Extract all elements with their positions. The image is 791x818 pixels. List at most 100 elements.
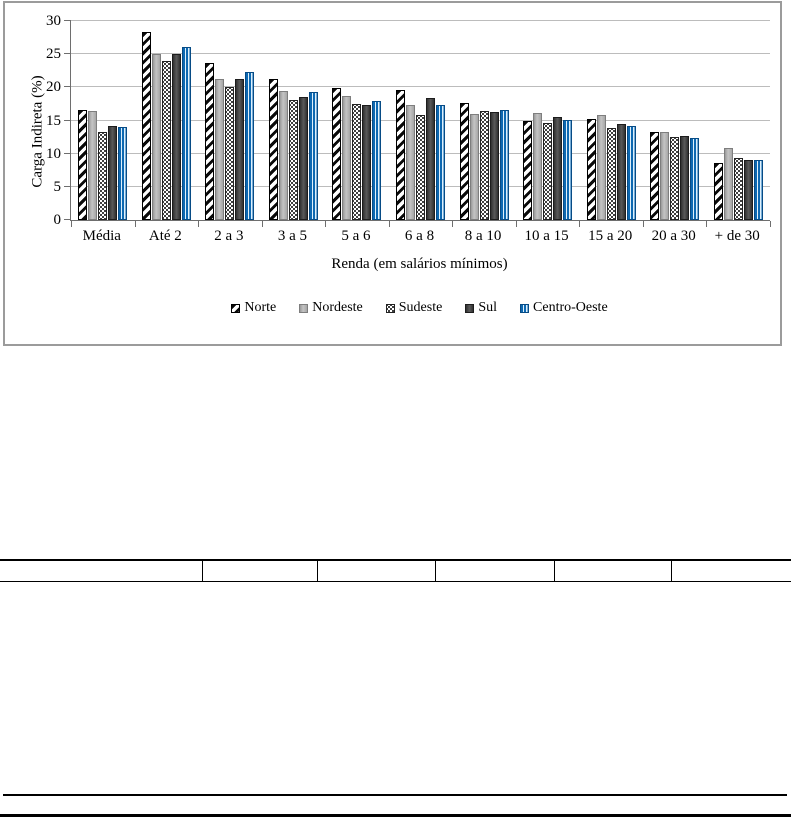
gridline bbox=[71, 20, 770, 21]
chart-frame: Carga Indireta (%) 0 5 10 15 20 25 30 Média Até… bbox=[3, 1, 782, 346]
bar-nordeste bbox=[469, 113, 479, 220]
bar-nordeste bbox=[342, 95, 352, 220]
y-tick-mark bbox=[64, 86, 71, 88]
x-tick-mark bbox=[325, 221, 327, 227]
bar-centro-oeste bbox=[563, 119, 573, 220]
y-tick-label: 5 bbox=[53, 178, 62, 195]
gridline bbox=[71, 86, 770, 88]
bar-sudeste bbox=[670, 137, 680, 220]
x-category-label: 15 a 20 bbox=[588, 228, 633, 244]
x-category-label: 10 a 15 bbox=[524, 228, 569, 244]
bar-sul bbox=[108, 126, 118, 220]
bar-group bbox=[452, 21, 516, 220]
x-category-label: 20 a 30 bbox=[651, 228, 696, 244]
y-axis-tick-labels: 0 5 10 15 20 25 30 bbox=[5, 13, 62, 228]
bar-sul bbox=[680, 136, 690, 220]
legend-label: Centro-Oeste bbox=[533, 300, 608, 315]
horizontal-rule-lower bbox=[0, 814, 791, 817]
x-tick-mark bbox=[579, 221, 581, 227]
legend-marker-norte bbox=[231, 303, 241, 313]
x-tick-mark bbox=[198, 221, 200, 227]
bar-nordeste bbox=[406, 105, 415, 220]
legend-item-nordeste: Nordeste bbox=[299, 300, 363, 316]
x-tick-mark bbox=[515, 221, 517, 227]
x-category-label: 6 a 8 bbox=[404, 228, 435, 244]
legend-marker-sul bbox=[465, 303, 475, 313]
empty-table-header-row bbox=[0, 559, 791, 582]
x-tick-mark bbox=[706, 221, 708, 227]
legend-marker-nordeste bbox=[299, 303, 309, 313]
bar-sul bbox=[616, 123, 626, 220]
legend-item-norte: Norte bbox=[231, 300, 276, 316]
bar-nordeste bbox=[723, 148, 733, 220]
x-tick-mark bbox=[261, 221, 263, 227]
y-tick-label: 20 bbox=[46, 79, 61, 96]
table-cell bbox=[435, 561, 554, 581]
x-category-label: Até 2 bbox=[148, 228, 182, 244]
x-tick-mark bbox=[642, 221, 644, 227]
bar-sudeste bbox=[161, 61, 171, 220]
bar-sudeste bbox=[479, 110, 489, 220]
bar-norte bbox=[650, 132, 660, 220]
bar-nordeste bbox=[278, 91, 288, 220]
y-tick-mark bbox=[64, 219, 71, 220]
table-cell bbox=[202, 561, 317, 581]
legend-item-sul: Sul bbox=[465, 300, 497, 316]
bar-sul bbox=[743, 160, 753, 220]
bar-norte bbox=[205, 63, 215, 220]
legend-label: Norte bbox=[244, 300, 277, 315]
legend-item-sudeste: Sudeste bbox=[385, 300, 443, 316]
bar-centro-oeste bbox=[753, 160, 763, 220]
bar-nordeste bbox=[660, 131, 670, 220]
bar-norte bbox=[396, 90, 405, 220]
bar-sudeste bbox=[288, 99, 298, 220]
bar-group bbox=[579, 21, 643, 220]
y-tick-mark bbox=[64, 119, 71, 121]
bar-group bbox=[706, 21, 770, 220]
y-tick-label: 15 bbox=[46, 112, 61, 129]
x-axis-category-labels: Média Até 2 2 a 3 3 a 5 5 a 6 6 a 8 8 a 10 10 a… bbox=[70, 228, 769, 245]
bar-centro-oeste bbox=[690, 138, 700, 220]
plot-area bbox=[64, 20, 771, 227]
x-category-label: 5 a 6 bbox=[341, 228, 371, 244]
table-cell bbox=[554, 561, 671, 581]
legend-item-centro-oeste: Centro-Oeste bbox=[520, 300, 608, 316]
bar-centro-oeste bbox=[118, 127, 128, 220]
y-tick-mark bbox=[64, 53, 71, 55]
bar-sudeste bbox=[606, 128, 616, 220]
x-tick-mark bbox=[71, 221, 72, 227]
bar-nordeste bbox=[88, 111, 98, 220]
bar-centro-oeste bbox=[436, 104, 445, 220]
y-tick-mark bbox=[64, 20, 71, 21]
bar-group bbox=[71, 21, 135, 220]
bar-sul bbox=[553, 116, 563, 220]
bar-group bbox=[135, 21, 199, 220]
bar-sudeste bbox=[543, 123, 553, 220]
gridline bbox=[71, 53, 770, 55]
bar-sul bbox=[362, 105, 372, 220]
horizontal-rule-upper bbox=[3, 794, 787, 796]
bar-norte bbox=[586, 118, 596, 220]
bar-nordeste bbox=[215, 79, 225, 220]
legend-label: Sudeste bbox=[398, 300, 443, 315]
legend-label: Sul bbox=[478, 300, 498, 315]
bar-norte bbox=[268, 79, 278, 220]
x-category-label: 2 a 3 bbox=[214, 228, 244, 244]
x-category-label: Média bbox=[82, 228, 121, 244]
bar-sul bbox=[426, 97, 435, 220]
bar-sul bbox=[171, 54, 181, 220]
y-tick-label: 30 bbox=[46, 13, 61, 29]
y-tick-label: 0 bbox=[53, 212, 62, 228]
bar-norte bbox=[141, 31, 151, 220]
bar-group bbox=[389, 21, 453, 220]
bar-sul bbox=[489, 111, 499, 220]
bar-group bbox=[198, 21, 262, 220]
x-tick-mark bbox=[134, 221, 136, 227]
x-tick-mark bbox=[452, 221, 454, 227]
chart-legend: Norte Nordeste Sudeste Sul Centro-Oeste bbox=[70, 300, 769, 316]
bar-group bbox=[516, 21, 580, 220]
table-cell bbox=[317, 561, 435, 581]
bar-group bbox=[643, 21, 707, 220]
legend-label: Nordeste bbox=[312, 300, 363, 315]
